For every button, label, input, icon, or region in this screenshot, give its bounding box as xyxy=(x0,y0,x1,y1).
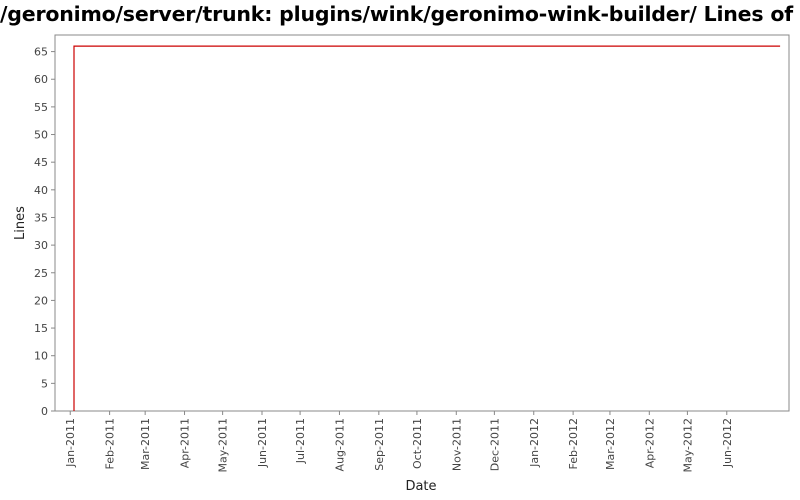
x-tick-label: Apr-2011 xyxy=(179,418,192,468)
x-tick-label: Jan-2012 xyxy=(528,418,541,468)
x-axis-title: Date xyxy=(405,479,436,494)
x-tick-label: Feb-2012 xyxy=(567,418,580,469)
y-tick-label: 50 xyxy=(34,129,48,142)
x-tick-label: Jun-2011 xyxy=(256,418,269,468)
x-axis: Jan-2011 Feb-2011 Mar-2011 Apr-2011 May-2011… xyxy=(64,411,734,473)
y-tick-label: 5 xyxy=(41,377,48,390)
y-axis: 0 5 10 15 20 25 30 35 40 45 50 55 60 65 xyxy=(34,46,55,418)
y-tick-label: 25 xyxy=(34,267,48,280)
x-tick-label: Nov-2011 xyxy=(450,418,463,471)
x-tick-label: Dec-2011 xyxy=(488,418,501,471)
y-tick-label: 10 xyxy=(34,350,48,363)
y-tick-label: 35 xyxy=(34,211,48,224)
x-tick-label: Mar-2012 xyxy=(604,418,617,470)
series-line xyxy=(73,45,781,411)
y-tick-label: 45 xyxy=(34,156,48,169)
y-tick-label: 40 xyxy=(34,184,48,197)
x-tick-label: Oct-2011 xyxy=(411,418,424,469)
chart-title: /geronimo/server/trunk: plugins/wink/ger… xyxy=(0,2,800,26)
y-tick-label: 20 xyxy=(34,294,48,307)
x-tick-label: May-2011 xyxy=(217,418,230,473)
series-layer xyxy=(73,45,781,411)
x-tick-label: Aug-2011 xyxy=(333,418,346,471)
y-tick-label: 15 xyxy=(34,322,48,335)
x-tick-label: Jan-2011 xyxy=(64,418,77,468)
y-tick-label: 55 xyxy=(34,101,48,114)
y-tick-label: 30 xyxy=(34,239,48,252)
y-axis-title: Lines xyxy=(13,206,28,240)
y-tick-label: 65 xyxy=(34,46,48,59)
x-tick-label: Sep-2011 xyxy=(373,418,386,471)
x-tick-label: Jun-2012 xyxy=(721,418,734,468)
x-tick-label: May-2012 xyxy=(681,418,694,473)
x-tick-label: Mar-2011 xyxy=(139,418,152,470)
plot-area xyxy=(54,34,790,412)
x-tick-label: Apr-2012 xyxy=(643,418,656,468)
x-tick-label: Jul-2011 xyxy=(294,418,307,464)
y-tick-label: 0 xyxy=(41,405,48,418)
y-tick-label: 60 xyxy=(34,73,48,86)
x-tick-label: Feb-2011 xyxy=(104,418,117,469)
